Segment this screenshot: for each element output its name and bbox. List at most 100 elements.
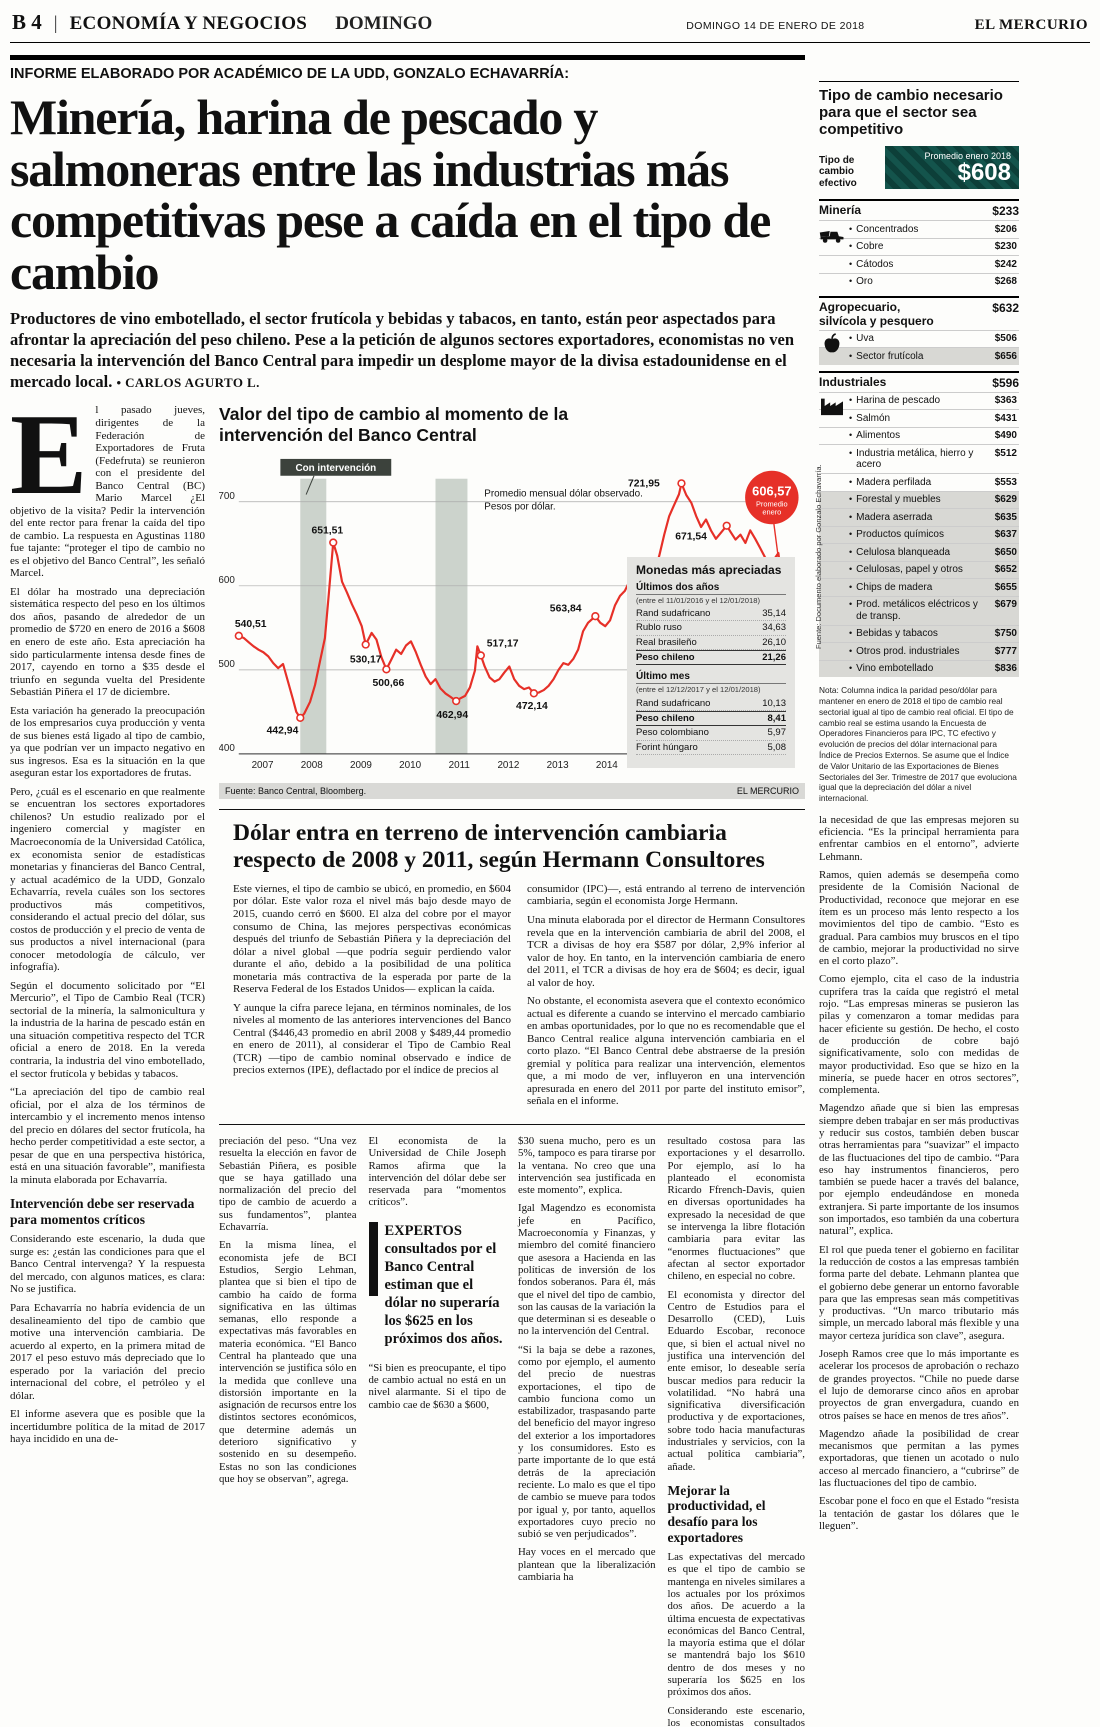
x-axis-label: 2013 [547, 759, 569, 770]
kicker: INFORME ELABORADO POR ACADÉMICO DE LA UD… [10, 66, 570, 82]
average-january-badge [745, 470, 799, 524]
sector-row: • Cátodos $242 [819, 255, 1019, 273]
sector-row: • Harina de pescado $363 [819, 391, 1019, 410]
bullet-icon: • [849, 511, 853, 522]
average-january-box: Promedio enero 2018 $608 [885, 146, 1019, 190]
currency-name: Rublo ruso [636, 622, 682, 634]
sector-value: $635 [994, 511, 1017, 523]
currencies-section: Último mes (entre el 12/12/2017 y el 12/0… [636, 671, 786, 755]
sector-name: Oro [856, 276, 873, 288]
currencies-box-title: Monedas más apreciadas [636, 562, 782, 577]
body-paragraph: “La apreciación del tipo de cambio real … [10, 1086, 205, 1186]
body-paragraph: resultado costosa para las exportaciones… [667, 1134, 806, 1283]
sector-row: • Prod. metálicos eléctricos y de transp.… [819, 595, 1019, 625]
point-label: 651,51 [311, 525, 343, 536]
bullet-icon: • [849, 546, 853, 557]
sector-group-value: $596 [992, 375, 1019, 390]
chart-note-line1: Promedio mensual dólar observado. [484, 488, 643, 499]
sector-name: Harina de pescado [856, 395, 941, 407]
article-right-area: Valor del tipo de cambio al momento de l… [219, 404, 805, 1727]
sector-group-rows: • Harina de pescado $363 • Salmón $431 • Alimen… [819, 391, 1019, 678]
point-label: 530,17 [350, 654, 382, 665]
sector-row: • Celulosas, papel y otros $652 [819, 560, 1019, 579]
body-paragraph: El rol que pueda tener el gobierno en fa… [819, 1243, 1019, 1342]
data-point-marker [296, 713, 305, 722]
currencies-section-heading: Último mes [636, 671, 786, 685]
sector-value: $652 [994, 564, 1017, 576]
intervention-legend-label: Con intervención [295, 462, 376, 473]
edition-date: DOMINGO 14 DE ENERO DE 2018 [686, 20, 865, 32]
column-subhead: Mejorar la productividad, el desafío par… [667, 1482, 766, 1545]
sector-infographic: Tipo de cambio necesario para que el sec… [814, 51, 1019, 1727]
sector-row: • Madera aserrada $635 [819, 508, 1019, 526]
main-article-area: INFORME ELABORADO POR ACADÉMICO DE LA UD… [10, 51, 805, 1727]
article-column-3: El economista de la Universidad de Chile… [368, 1135, 507, 1727]
currencies-section-heading: Últimos dos años [636, 582, 786, 595]
badge-value: 606,57 [752, 483, 791, 498]
currency-value: 5,97 [767, 727, 787, 739]
body-paragraph: Considerando este escenario, la duda que… [10, 1233, 205, 1296]
point-label: 540,51 [235, 619, 267, 630]
data-point-marker [234, 631, 243, 640]
sector-row: • Industria metálica, hierro y acero $512 [819, 444, 1019, 473]
badge-caption-2: enero [762, 507, 781, 516]
headline: Minería, harina de pescado y salmoneras … [10, 89, 771, 300]
sector-name: Chips de madera [856, 581, 933, 593]
sector-value: $268 [994, 276, 1017, 288]
sector-value: $655 [994, 581, 1017, 593]
sector-name: Otros prod. industriales [856, 645, 960, 657]
article-column-5: resultado costosa para las exportaciones… [668, 1135, 806, 1727]
average-label: Promedio enero 2018 [924, 151, 1011, 162]
sector-row: • Uva $506 [819, 329, 1019, 348]
body-paragraph: En la misma línea, el economista jefe de… [219, 1239, 357, 1485]
y-axis-label: 700 [219, 490, 235, 501]
sector-row: • Bebidas y tabacos $750 [819, 624, 1019, 643]
effective-rate-label: Tipo de cambio efectivo [819, 154, 857, 189]
point-label: 472,14 [516, 701, 548, 712]
body-paragraph: El dólar ha mostrado una depreciación si… [10, 585, 205, 699]
sector-value: $506 [994, 333, 1017, 345]
body-paragraph: El informe asevera que es posible que la… [10, 1408, 205, 1446]
data-point-marker [591, 611, 600, 621]
badge-caption-1: Promedio [756, 499, 788, 508]
sector-name: Prod. metálicos eléctricos y de transp. [856, 599, 978, 622]
body-paragraph: Joseph Ramos cree que lo más importante … [819, 1348, 1019, 1422]
bullet-icon: • [849, 529, 853, 540]
y-axis-label: 600 [219, 575, 235, 586]
currency-value: 34,63 [762, 622, 786, 634]
sector-group-rows: • Concentrados $206 • Cobre $230 • Cátodos $242 •… [819, 220, 1019, 290]
currency-row: Rand sudafricano 35,14 [636, 607, 786, 622]
sector-value: $637 [994, 529, 1017, 541]
currency-row: Peso chileno 21,26 [636, 650, 786, 666]
sector-value: $512 [994, 447, 1017, 459]
point-label: 563,84 [550, 603, 582, 614]
sector-row: • Oro $268 [819, 272, 1019, 291]
bullet-icon: • [849, 223, 853, 234]
sub-article: Dólar entra en terreno de intervención c… [219, 809, 805, 1125]
sector-name: Alimentos [856, 430, 901, 442]
point-label: 442,94 [267, 725, 299, 736]
sector-value: $490 [994, 430, 1017, 442]
lead-paragraph: Productores de vino embotellado, el sect… [10, 308, 805, 392]
sector-name: Madera perfilada [856, 476, 932, 488]
column-3-bottom: “Si bien es preocupante, el tipo de camb… [369, 1362, 507, 1411]
sector-name: Madera aserrada [856, 511, 933, 523]
sector-name: Concentrados [856, 223, 919, 235]
sector-value: $553 [994, 476, 1017, 488]
sector-row: • Alimentos $490 [819, 426, 1019, 445]
sector-value: $679 [994, 599, 1017, 611]
sector-name: Celulosa blanqueada [856, 546, 951, 558]
data-point-marker [382, 664, 391, 674]
bullet-icon: • [849, 663, 853, 674]
currency-value: 8,41 [767, 712, 787, 724]
exchange-rate-chart: Valor del tipo de cambio al momento de l… [219, 404, 805, 800]
point-label: 721,95 [628, 478, 660, 489]
average-rate-block: Tipo de cambio efectivo Promedio enero 2… [819, 146, 1019, 190]
x-axis-label: 2011 [449, 759, 471, 770]
sector-group-name: Industriales [819, 374, 887, 389]
body-paragraph: Esta variación ha generado la preocupaci… [10, 704, 205, 780]
intervention-band [435, 478, 468, 754]
byline: • CARLOS AGURTO L. [116, 375, 260, 391]
